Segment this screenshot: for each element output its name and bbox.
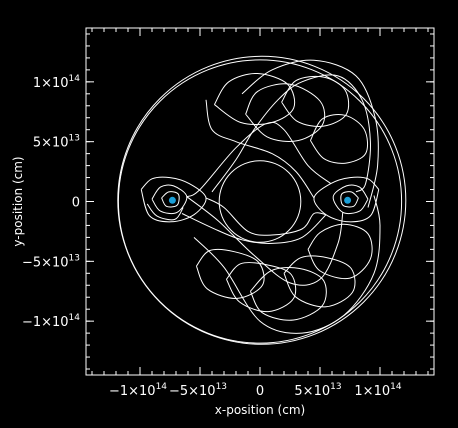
tick-label: −1×1014 [109, 382, 167, 399]
orbit-trajectories [140, 59, 381, 334]
tick-label: −5×1013 [169, 382, 227, 399]
bodies [168, 196, 352, 204]
orbit-segment [245, 83, 326, 142]
orbit-circle [117, 55, 407, 345]
tick-label: 5×1013 [33, 134, 80, 151]
orbit-segment [332, 184, 369, 215]
orbit-segment [181, 213, 327, 244]
x-axis-ticks: −1×1014 −5×1013 0 5×1013 1×1014 [91, 28, 429, 399]
orbit-segment [309, 114, 369, 164]
tick-label: 0 [72, 196, 80, 211]
orbit-segment [146, 203, 184, 221]
orbit-segment [205, 99, 315, 199]
body-marker [344, 196, 352, 204]
orbit-segment [340, 191, 359, 208]
orbit-segment [195, 248, 265, 299]
orbit-segment [281, 75, 350, 127]
orbit-segment [205, 197, 327, 236]
orbit-segment [186, 196, 344, 286]
orbit-segment [307, 223, 373, 280]
tick-label: −1×1014 [22, 313, 80, 330]
tick-label: −5×1013 [22, 253, 80, 270]
orbit-circle [117, 59, 403, 344]
orbit-segment [241, 59, 379, 208]
y-axis-ticks: 1×1014 5×1013 0 −5×1013 −1×1014 [22, 33, 434, 370]
orbit-segment [249, 267, 327, 321]
orbit-circle [218, 160, 302, 243]
orbit-segment [193, 195, 381, 334]
tick-label: 5×1013 [294, 382, 341, 399]
orbit-segment [213, 72, 296, 126]
orbit-segment [225, 262, 297, 313]
x-axis-title: x-position (cm) [215, 403, 305, 417]
orbit-circles [117, 55, 407, 345]
tick-label: 1×1014 [354, 382, 401, 399]
orbit-segment [283, 255, 356, 308]
y-axis-title: y-position (cm) [11, 156, 25, 246]
tick-label: 1×1014 [33, 74, 80, 91]
body-marker [168, 196, 176, 204]
orbit-segment [161, 191, 180, 208]
tick-label: 0 [256, 384, 264, 399]
